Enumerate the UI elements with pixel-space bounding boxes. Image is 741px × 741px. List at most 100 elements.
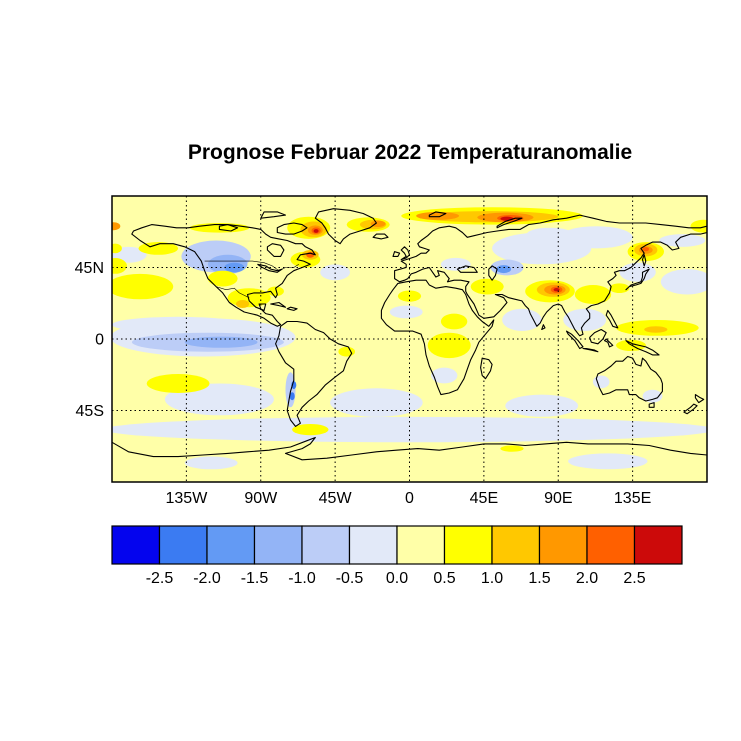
coastline <box>380 279 495 396</box>
coastline <box>625 268 650 291</box>
se-asia-cool <box>563 308 607 331</box>
coastline <box>112 436 707 461</box>
x-tick-label-45E: 45E <box>470 490 498 507</box>
colorbar-cell-5 <box>348 525 398 565</box>
graticule <box>112 196 707 482</box>
country-border <box>204 260 299 272</box>
coastline <box>394 214 707 337</box>
x-tick-label-135E: 135E <box>614 490 651 507</box>
x-tick-label-90E: 90E <box>544 490 572 507</box>
colorbar-cell-11 <box>633 525 683 565</box>
central-africa-warm <box>427 332 471 359</box>
sahel-cool <box>389 305 423 319</box>
colorbar-cell-4 <box>301 525 351 565</box>
novaya-zemlya-dark-red <box>500 216 514 221</box>
south-china-warm <box>574 285 612 304</box>
micronesia-gold <box>644 326 668 333</box>
coastline <box>582 347 599 353</box>
coastline <box>392 251 401 257</box>
patagonia-sea-warm <box>292 424 329 436</box>
colorbar-cell-0 <box>111 525 161 565</box>
colorbar-label--0.5: -0.5 <box>336 570 364 587</box>
west-us-warm <box>207 270 238 287</box>
east-china-sea-warm <box>609 283 630 294</box>
colorbar-label--2.5: -2.5 <box>146 570 174 587</box>
colorbar-cell-2 <box>206 525 256 565</box>
country-border <box>216 286 250 298</box>
coastline <box>456 265 478 273</box>
coastline <box>625 340 660 356</box>
coastline <box>541 324 546 331</box>
okhotsk-amur-warm-red <box>642 247 650 252</box>
country-borders <box>204 260 299 298</box>
colorbar-cell-9 <box>538 525 588 565</box>
coastline <box>496 217 523 229</box>
coastline <box>286 306 298 311</box>
east-siberia-cool <box>559 226 633 249</box>
coastline <box>276 222 308 235</box>
coastline <box>683 403 698 415</box>
colorbar-label-2.5: 2.5 <box>623 570 645 587</box>
colorbar: -2.5 -2.0 -1.5 -1.0 -0.5 0.0 0.5 1.0 1.5 2.0 2.5 <box>111 525 683 587</box>
coastline <box>260 211 287 219</box>
southern-ocean-cool-band <box>112 416 707 443</box>
colorbar-cell-1 <box>158 525 208 565</box>
coastline <box>641 254 647 267</box>
north-pacific-trades-cool <box>112 316 245 333</box>
coastline <box>589 328 607 345</box>
coastline <box>428 211 447 218</box>
chukotka-south-cool <box>659 234 706 247</box>
ne-pacific-warm <box>112 273 174 300</box>
arabian-sea-india-cool <box>502 308 542 331</box>
la-nina-cool-inner <box>184 336 258 348</box>
colorbar-label-0.5: 0.5 <box>433 570 455 587</box>
x-tick-label-90W: 90W <box>244 490 278 507</box>
central-asia-cool-core <box>496 265 512 274</box>
coastline <box>648 402 655 408</box>
colorbar-label--1.5: -1.5 <box>241 570 269 587</box>
coastline <box>603 338 614 348</box>
coastlines <box>112 208 707 461</box>
colorbar-cell-6 <box>396 525 446 565</box>
coastline <box>400 246 411 261</box>
south-indian-cool <box>505 394 579 417</box>
australia-west-cool <box>592 375 610 389</box>
x-tick-label-135W: 135W <box>166 490 209 507</box>
antarctica-cool-east <box>568 453 648 470</box>
indonesia-warm <box>616 339 646 351</box>
coastline <box>694 394 705 404</box>
coastline <box>480 357 493 380</box>
east-europe-cool <box>440 257 471 271</box>
map-frame <box>111 195 708 483</box>
west-pacific-cool <box>660 269 707 295</box>
ne-pacific-warm-west <box>112 258 127 274</box>
newfoundland-sea-cool <box>320 264 350 281</box>
wrangel-warm <box>690 219 707 233</box>
y-tick-label-0: 0 <box>95 332 104 349</box>
colorbar-label--1.0: -1.0 <box>288 570 316 587</box>
florida-warm <box>267 286 284 297</box>
coastline <box>488 265 498 281</box>
coastline <box>372 233 389 240</box>
coastline <box>605 309 619 329</box>
x-tick-label-45W: 45W <box>319 490 353 507</box>
coastline <box>270 301 287 308</box>
coastline <box>218 224 239 232</box>
colorbar-label-0.0: 0.0 <box>386 570 408 587</box>
wrangel-gold <box>112 222 121 231</box>
south-pacific-warm <box>146 374 210 393</box>
antarctica-cool-west <box>184 456 238 470</box>
andes-cold-spot-south <box>289 392 295 401</box>
svalbard-orange <box>416 211 460 220</box>
coastline <box>595 355 663 402</box>
southern-africa-cool <box>431 367 458 384</box>
colorbar-cell-3 <box>253 525 303 565</box>
colorbar-cell-7 <box>443 525 493 565</box>
middle-east-warm <box>470 278 504 295</box>
antarctica-warm-spot <box>500 445 524 452</box>
colorbar-cell-10 <box>586 525 636 565</box>
south-atlantic-cool <box>330 388 423 417</box>
colorbar-label-2.0: 2.0 <box>576 570 598 587</box>
